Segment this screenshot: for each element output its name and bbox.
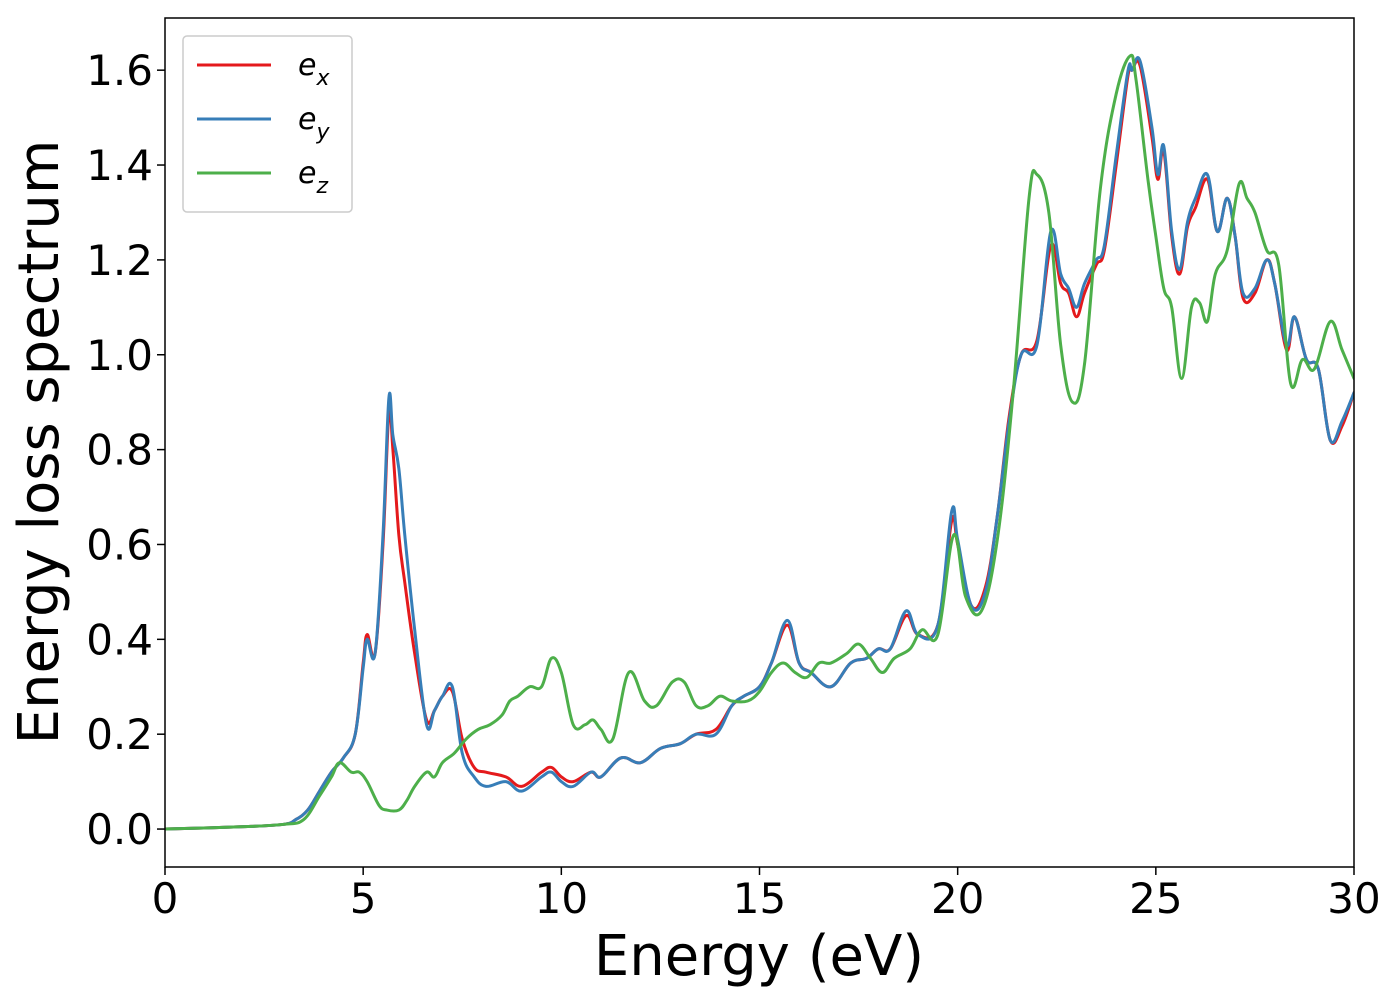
- y-tick-label: 0.8: [86, 426, 153, 475]
- x-tick-label: 25: [1129, 874, 1182, 923]
- y-tick-label: 0.6: [86, 520, 153, 569]
- x-tick-label: 0: [152, 874, 179, 923]
- legend-box: [182, 35, 353, 213]
- x-tick-label: 15: [733, 874, 786, 923]
- y-tick-label: 1.2: [86, 236, 153, 285]
- y-axis-title: Energy loss spectrum: [7, 140, 72, 745]
- x-axis-title: Energy (eV): [594, 924, 924, 989]
- legend: ex ey ez: [182, 35, 353, 213]
- x-tick-label: 5: [350, 874, 377, 923]
- series-line-z: [165, 53, 1354, 831]
- y-tick-label: 1.4: [86, 141, 153, 190]
- legend-label-z: ez: [298, 156, 328, 199]
- y-tick-label: 1.6: [86, 46, 153, 95]
- series-lines-layer: [165, 53, 1354, 831]
- x-tick-label: 30: [1327, 874, 1380, 923]
- x-tick-label: 10: [535, 874, 588, 923]
- legend-label-y: ey: [298, 102, 330, 145]
- y-tick-label: 0.2: [86, 710, 153, 759]
- axis-ticks-layer: 0 5 10 15 20 25 30 0.0 0.2 0.4 0.6 0.8 1.0 1.2 1.4 1.6: [86, 46, 1381, 923]
- y-tick-label: 1.0: [86, 331, 153, 380]
- y-tick-label: 0.0: [86, 805, 153, 854]
- x-tick-label: 20: [931, 874, 984, 923]
- y-tick-label: 0.4: [86, 615, 153, 664]
- legend-label-x: ex: [298, 48, 330, 91]
- series-line-y: [165, 56, 1354, 831]
